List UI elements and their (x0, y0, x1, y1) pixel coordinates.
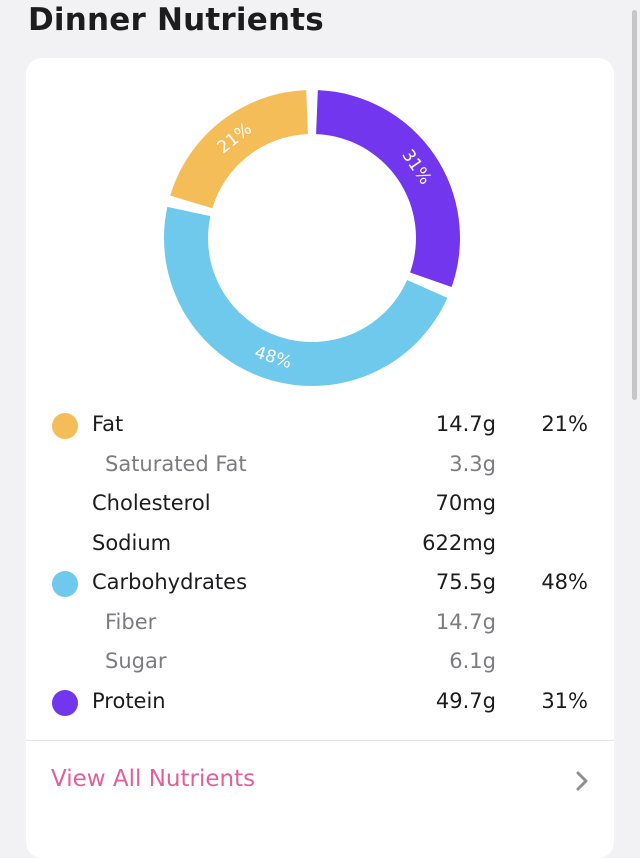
nutrient-name: Protein (92, 688, 166, 713)
nutrient-amount: 70mg (435, 491, 496, 515)
nutrient-row-saturated-fat: Saturated Fat 3.3g (26, 446, 614, 486)
nutrient-amount: 75.5g (435, 570, 496, 594)
nutrient-name: Carbohydrates (92, 570, 248, 594)
chevron-right-icon (576, 771, 588, 791)
nutrient-row-fat: Fat 14.7g 21% (26, 406, 614, 446)
nutrient-amount: 49.7g (435, 688, 496, 713)
nutrients-card: 31% 48% 21% Fat 14.7g 21% Saturated Fat 3.3g Ch… (26, 58, 614, 858)
donut-slice-protein (316, 90, 461, 288)
legend-dot-icon (52, 689, 78, 716)
nutrient-amount: 6.1g (449, 649, 496, 673)
donut-slice-carbohydrates (164, 206, 448, 386)
view-all-nutrients-label: View All Nutrients (51, 766, 256, 792)
nutrient-percent: 31% (541, 688, 588, 713)
divider (26, 740, 614, 741)
nutrient-amount: 14.7g (435, 412, 496, 436)
nutrient-list: Fat 14.7g 21% Saturated Fat 3.3g Cholesterol 7… (26, 406, 614, 722)
donut-slice-fat (170, 90, 308, 209)
nutrient-amount: 14.7g (435, 609, 496, 634)
scrollbar[interactable] (632, 10, 637, 400)
nutrient-amount: 622mg (422, 530, 496, 555)
legend-dot-icon (52, 571, 78, 597)
nutrient-row-protein: Protein 49.7g 31% (26, 683, 614, 723)
view-all-nutrients-button[interactable]: View All Nutrients (26, 741, 614, 821)
nutrient-name: Sodium (92, 530, 172, 555)
nutrient-amount: 3.3g (449, 451, 496, 476)
nutrient-row-sugar: Sugar 6.1g (26, 643, 614, 683)
page-title: Dinner Nutrients (28, 2, 324, 38)
nutrient-percent: 48% (541, 570, 588, 594)
nutrient-name: Cholesterol (92, 491, 211, 515)
nutrient-name: Saturated Fat (105, 451, 247, 476)
nutrient-row-sodium: Sodium 622mg (26, 525, 614, 565)
nutrient-row-cholesterol: Cholesterol 70mg (26, 485, 614, 525)
legend-dot-icon (52, 413, 78, 439)
nutrient-row-carbohydrates: Carbohydrates 75.5g 48% (26, 564, 614, 604)
nutrient-row-fiber: Fiber 14.7g (26, 604, 614, 644)
nutrient-name: Fiber (105, 609, 157, 634)
nutrient-name: Sugar (105, 649, 167, 673)
nutrient-percent: 21% (541, 412, 588, 436)
nutrient-donut-chart: 31%48%21% (164, 90, 461, 386)
nutrient-name: Fat (92, 412, 124, 436)
